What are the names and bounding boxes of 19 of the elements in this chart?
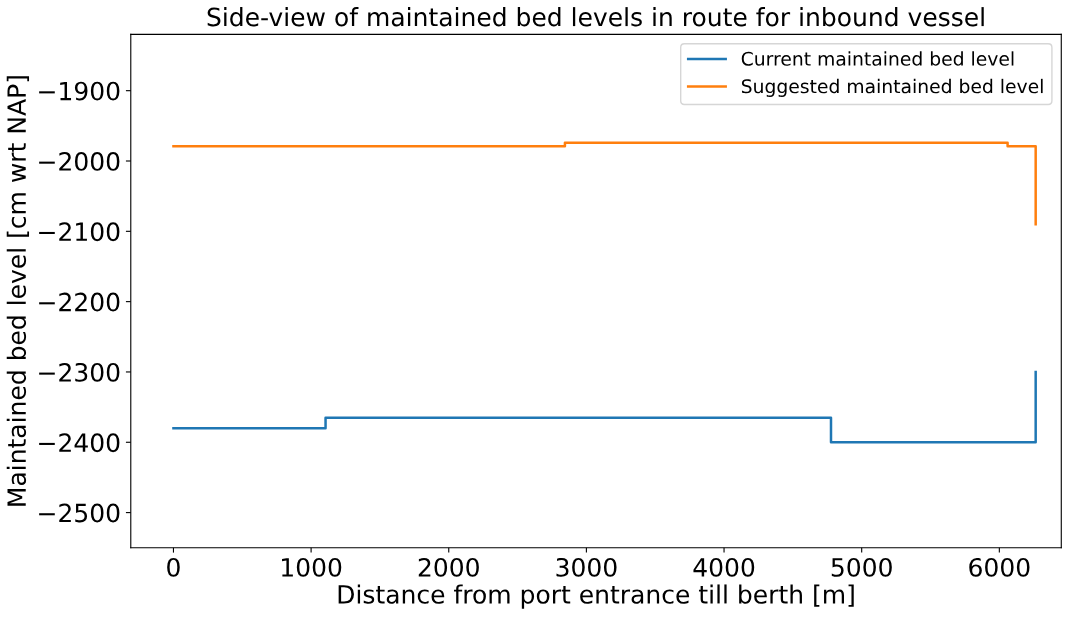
x-axis-title: Distance from port entrance till berth [m] — [338, 584, 854, 609]
y-axis-title: Maintained bed level [cm wrt NAP] — [6, 76, 30, 506]
y-tick-label: −1900 — [39, 81, 120, 101]
y-tick-label: −2500 — [39, 503, 120, 523]
x-tick-label: 5000 — [831, 557, 892, 577]
x-tick-label: 0 — [167, 557, 180, 577]
x-tick-label: 6000 — [969, 557, 1030, 577]
x-tick-label: 2000 — [418, 557, 479, 577]
y-tick-label: −2000 — [39, 151, 120, 171]
y-tick-label: −2400 — [39, 433, 120, 453]
x-tick-label: 4000 — [693, 557, 755, 577]
legend-label: Suggested maintained bed level — [741, 78, 1043, 97]
chart-title: Side-view of maintained bed levels in route for inbound vessel — [207, 7, 984, 27]
y-tick-label: −2300 — [39, 362, 120, 382]
x-tick-label: 1000 — [282, 557, 342, 577]
legend-label: Current maintained bed level — [741, 51, 1014, 66]
y-tick-label: −2200 — [39, 292, 120, 312]
x-tick-label: 3000 — [556, 557, 617, 577]
y-tick-label: −2100 — [39, 222, 120, 242]
